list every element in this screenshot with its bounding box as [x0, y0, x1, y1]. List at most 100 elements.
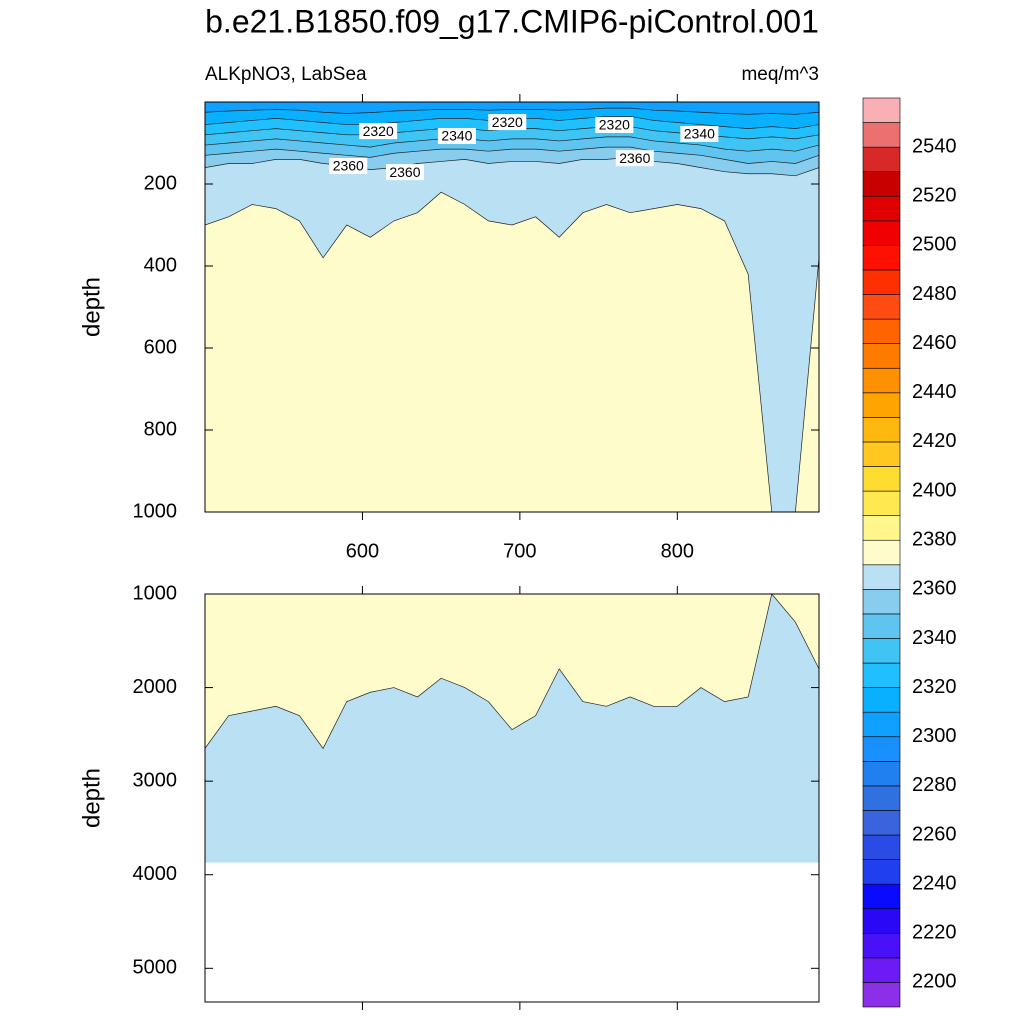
subtitle-left: ALKpNO3, LabSea	[205, 64, 367, 85]
colorbar-box	[862, 367, 901, 394]
contour-label-box	[329, 157, 368, 174]
colorbar-tick-label: 2480	[912, 283, 957, 305]
colorbar-box	[862, 122, 901, 148]
y-tick-label: 400	[144, 254, 177, 276]
contour-label: 2360	[333, 158, 364, 174]
colorbar-box	[862, 687, 901, 713]
colorbar-tick-label: 2360	[912, 578, 957, 600]
plot-area: 2320 2320 2320 2340 2340 2360 2360 2360	[205, 102, 819, 512]
y-tick-label: 4000	[133, 863, 178, 885]
colorbar-box	[862, 711, 901, 738]
colorbar-box	[862, 736, 901, 762]
contour-label: 2320	[492, 114, 523, 130]
colorbar-box	[862, 97, 901, 123]
x-tick-label: 600	[346, 540, 379, 562]
subtitle-right: meq/m^3	[741, 64, 819, 85]
colorbar-box	[862, 195, 901, 222]
colorbar-box	[862, 171, 901, 197]
y-tick-label: 1000	[133, 500, 178, 522]
x-tick-label: 800	[661, 540, 694, 562]
colorbar-box	[862, 220, 901, 246]
contour-label-box	[595, 116, 634, 133]
colorbar-box	[862, 908, 901, 934]
colorbar-tick-label: 2460	[912, 332, 957, 354]
contour-line	[205, 146, 819, 164]
colorbar-box	[862, 245, 901, 271]
colorbar-box	[862, 982, 901, 1008]
colorbar-box	[862, 417, 901, 443]
plot-frame	[204, 101, 820, 513]
colorbar-box	[862, 785, 901, 811]
y-tick-label: 800	[144, 418, 177, 440]
colorbar-box	[862, 662, 901, 688]
contour-label: 2340	[684, 126, 715, 142]
colorbar-box	[862, 294, 901, 320]
contour-label-box	[615, 150, 654, 167]
y-axis-label: depth	[78, 768, 105, 828]
colorbar-tick-label: 2320	[912, 676, 957, 698]
colorbar-box	[862, 269, 901, 295]
contour-line	[205, 191, 819, 512]
colorbar-tick-label: 2340	[912, 627, 957, 649]
colorbar-box	[862, 932, 901, 959]
colorbar-box	[862, 441, 901, 467]
contour-line	[205, 107, 819, 115]
colorbar-tick-label: 2200	[912, 971, 957, 993]
colorbar-box	[862, 392, 901, 418]
plot-frame	[204, 593, 820, 1003]
colorbar-tick-label: 2540	[912, 135, 957, 157]
contour-label-box	[488, 114, 527, 131]
y-tick-label: 600	[144, 336, 177, 358]
contour-line	[205, 594, 819, 750]
plot-area	[205, 594, 819, 1002]
colorbar-box	[862, 490, 901, 516]
y-tick-label: 1000	[133, 582, 178, 604]
contour-line	[205, 156, 819, 177]
contour-label: 2320	[363, 123, 394, 139]
colorbar-box	[862, 883, 901, 910]
y-axis-label: depth	[78, 277, 105, 337]
colorbar-box	[862, 613, 901, 639]
colorbar-box	[862, 810, 901, 836]
colorbar-tick-label: 2440	[912, 381, 957, 403]
colorbar-box	[862, 515, 901, 541]
colorbar-box	[862, 761, 901, 787]
colorbar-box	[862, 957, 901, 983]
colorbar-tick-label: 2260	[912, 823, 957, 845]
colorbar-tick-label: 2520	[912, 185, 957, 207]
contour-label-box	[359, 123, 398, 140]
x-tick-label: 700	[503, 540, 536, 562]
contour-label: 2340	[441, 128, 472, 144]
contour-line	[205, 136, 819, 152]
colorbar-box	[862, 638, 901, 664]
colorbar-box	[862, 539, 901, 566]
colorbar-tick-label: 2280	[912, 774, 957, 796]
colorbar-tick-label: 2400	[912, 479, 957, 501]
colorbar-box	[862, 318, 901, 344]
colorbar-box	[862, 589, 901, 615]
y-tick-label: 2000	[133, 676, 178, 698]
contour-label: 2360	[389, 164, 420, 180]
colorbar-box	[862, 859, 901, 885]
contour-fill	[205, 102, 819, 512]
colorbar-tick-label: 2380	[912, 528, 957, 550]
contour-label-box	[680, 125, 719, 142]
contour-fill	[205, 594, 819, 749]
colorbar-tick-label: 2240	[912, 872, 957, 894]
y-tick-label: 200	[144, 172, 177, 194]
contour-fill	[205, 102, 819, 115]
chart-title: b.e21.B1850.f09_g17.CMIP6-piControl.001	[205, 3, 819, 39]
colorbar-box	[862, 343, 901, 369]
colorbar-box	[862, 834, 901, 860]
colorbar-tick-label: 2420	[912, 430, 957, 452]
colorbar-tick-label: 2500	[912, 234, 957, 256]
colorbar-tick-label: 2300	[912, 725, 957, 747]
colorbar-box	[862, 466, 901, 492]
colorbar-box	[862, 564, 901, 590]
colorbar-box	[862, 146, 901, 173]
contour-label-box	[385, 164, 424, 181]
contour-label: 2360	[619, 150, 650, 166]
contour-label: 2320	[599, 117, 630, 133]
contour-label-box	[437, 128, 476, 145]
y-tick-label: 3000	[133, 769, 178, 791]
